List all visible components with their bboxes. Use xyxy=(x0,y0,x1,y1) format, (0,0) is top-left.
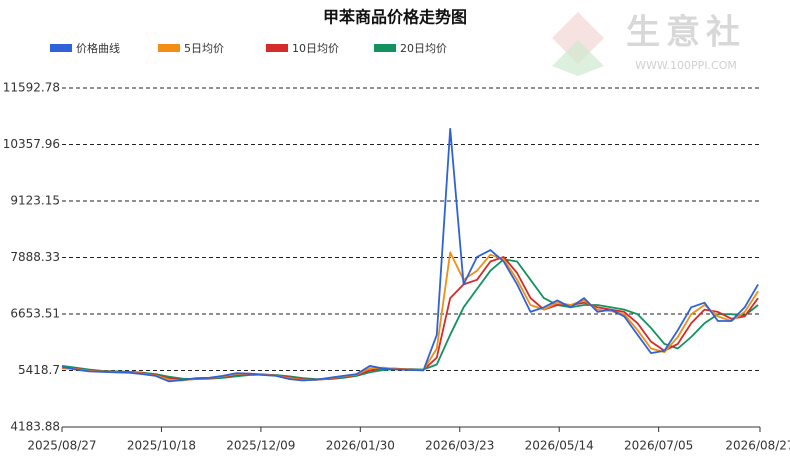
legend-label: 5日均价 xyxy=(184,42,224,55)
x-tick-label: 2026/08/27 xyxy=(725,439,790,453)
y-tick-label: 10357.96 xyxy=(3,137,60,151)
y-tick-label: 6653.51 xyxy=(10,307,60,321)
watermark-logo xyxy=(552,40,604,76)
legend-label: 10日均价 xyxy=(292,42,339,55)
watermark-logo xyxy=(552,12,604,64)
y-tick-label: 9123.15 xyxy=(10,193,60,207)
series-line xyxy=(61,256,759,381)
legend-swatch xyxy=(266,44,288,52)
series-line xyxy=(61,258,759,380)
watermark: 生意社 xyxy=(626,13,746,53)
x-tick-label: 2026/03/23 xyxy=(425,439,494,453)
legend-swatch xyxy=(158,44,180,52)
x-tick-label: 2025/12/09 xyxy=(226,439,295,453)
watermark: WWW.100PPI.COM xyxy=(635,59,737,72)
legend-swatch xyxy=(50,44,72,52)
legend-label: 价格曲线 xyxy=(76,41,120,55)
y-tick-label: 5418.7 xyxy=(18,363,60,377)
y-tick-label: 11592.78 xyxy=(3,81,60,95)
legend-label: 20日均价 xyxy=(400,42,447,55)
x-tick-label: 2026/05/14 xyxy=(525,439,594,453)
series-line xyxy=(61,127,759,383)
x-tick-label: 2025/10/18 xyxy=(127,439,196,453)
legend-swatch xyxy=(374,44,396,52)
y-tick-label: 7888.33 xyxy=(10,250,60,264)
chart-title: 甲苯商品价格走势图 xyxy=(323,8,467,27)
x-tick-label: 2026/01/30 xyxy=(326,439,395,453)
y-tick-label: 4183.88 xyxy=(10,420,60,434)
x-tick-label: 2026/07/05 xyxy=(624,439,693,453)
x-tick-label: 2025/08/27 xyxy=(27,439,96,453)
series-line xyxy=(61,251,759,382)
